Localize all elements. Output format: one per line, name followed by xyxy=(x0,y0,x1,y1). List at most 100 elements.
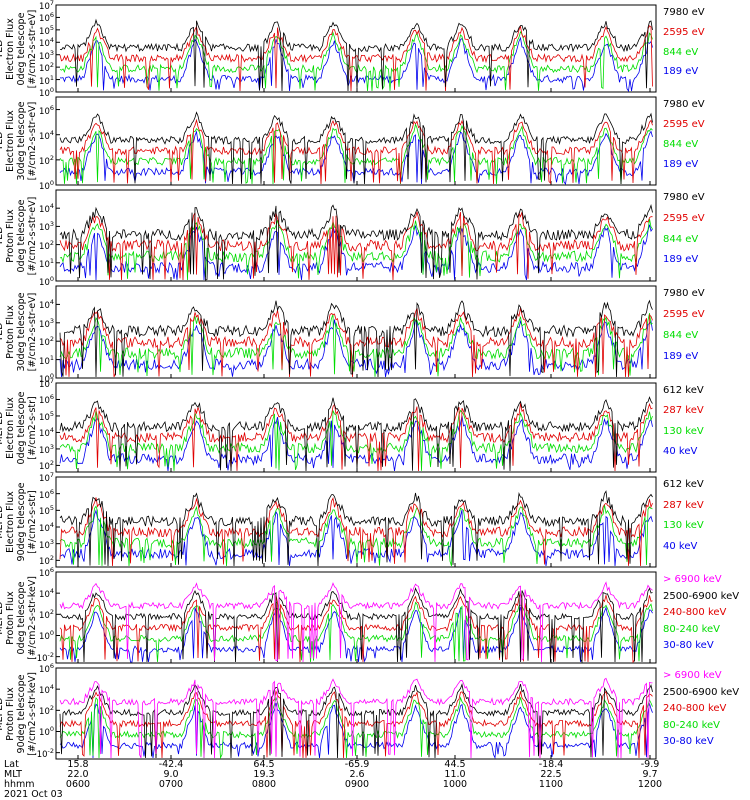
x-tick-label: 0800 xyxy=(251,779,277,790)
legend-entry: 130 keV xyxy=(663,520,704,531)
panel-4 xyxy=(55,285,657,379)
x-tick-label: -65.9 xyxy=(344,759,370,770)
y-tick-label: 100 xyxy=(39,275,54,288)
panel-frame xyxy=(55,285,657,379)
series-189-ev-trace xyxy=(59,130,653,185)
y-tick-label: 103 xyxy=(39,442,54,456)
series-189-ev-trace xyxy=(59,224,653,281)
x-tick-label: 22.5 xyxy=(540,769,562,780)
x-tick-label: 2.6 xyxy=(349,769,365,780)
legend-entry: 844 eV xyxy=(663,46,699,58)
x-tick-label: 1200 xyxy=(637,779,663,790)
y-tick-label: 10-2 xyxy=(36,650,54,664)
x-row-header: MLT xyxy=(4,769,22,780)
x-tick-label: 22.0 xyxy=(67,769,89,780)
y-tick-label: 106 xyxy=(39,103,54,117)
x-tick-label: 9.0 xyxy=(163,769,179,780)
y-tick-label: 10-2 xyxy=(36,746,54,760)
y-tick-label: 103 xyxy=(39,537,54,551)
series-2595-ev-trace xyxy=(59,307,653,378)
series-189-ev-trace xyxy=(59,319,653,378)
y-tick-label: 102 xyxy=(39,238,54,252)
panel-4-ylabel: TED Proton Flux 30deg telescope [#/cm2-s-st… xyxy=(0,292,38,372)
series-240-800-kev-trace xyxy=(59,592,653,664)
legend-entry: 80-240 keV xyxy=(663,623,721,635)
panel-3-ylabel: TED Proton Flux 0deg telescope [#/cm2-s-str… xyxy=(0,196,38,275)
legend-entry: 40 keV xyxy=(663,445,698,457)
y-tick-label: 101 xyxy=(39,353,54,367)
legend-entry: > 6900 keV xyxy=(663,670,722,681)
panel-7-ylabel: MEPED Proton Flux 0deg telescope [#/cm2-s-s… xyxy=(0,575,38,660)
series-844-ev-trace xyxy=(59,123,653,185)
legend-entry: 2500-6900 keV xyxy=(663,590,740,602)
legend-entry: 844 eV xyxy=(663,139,699,150)
series-130-kev-trace xyxy=(59,504,653,567)
panel-frame xyxy=(55,571,657,664)
panel-2-ylabel: TED Electron Flux 30deg telescope [#/cm2-s-… xyxy=(0,101,38,181)
y-tick-label: 106 xyxy=(39,662,54,675)
y-tick-label: 107 xyxy=(39,0,54,12)
y-tick-label: 105 xyxy=(39,504,54,518)
series--6900-kev-trace xyxy=(59,581,653,663)
series-844-ev-trace xyxy=(59,313,653,377)
x-tick-label: -9.9 xyxy=(640,759,660,770)
y-tick-label: 106 xyxy=(39,11,54,25)
legend-entry: 7980 eV xyxy=(663,192,705,203)
panel-8-ylabel: MEPED Proton Flux 90deg telescope [#/cm2-s-… xyxy=(0,671,38,756)
legend-entry: 2595 eV xyxy=(663,212,705,224)
legend-entry: 7980 eV xyxy=(663,99,705,110)
x-tick-label: 44.5 xyxy=(444,759,466,770)
legend-entry: 7980 eV xyxy=(663,288,705,299)
legend-entry: 2595 eV xyxy=(663,26,705,38)
legend-entry: 2595 eV xyxy=(663,309,705,320)
panel-7 xyxy=(55,571,657,664)
x-tick-label: -42.4 xyxy=(158,759,184,770)
series-2595-ev-trace xyxy=(59,211,653,281)
legend-entry: 287 keV xyxy=(663,405,704,417)
y-tick-label: 100 xyxy=(39,86,54,99)
panel-frame xyxy=(55,189,657,282)
legend-entry: 844 eV xyxy=(663,233,699,245)
y-tick-label: 101 xyxy=(39,73,54,87)
y-tick-label: 100 xyxy=(39,629,54,643)
series-2595-ev-trace xyxy=(59,25,653,92)
legend-entry: 7980 eV xyxy=(663,7,705,18)
y-tick-label: 105 xyxy=(39,23,54,37)
series-2500-6900-kev-trace xyxy=(59,587,653,664)
y-tick-label: 104 xyxy=(39,128,54,142)
legend-entry: 2595 eV xyxy=(663,119,705,130)
y-tick-label: 101 xyxy=(39,256,54,270)
y-tick-label: 104 xyxy=(39,521,54,534)
series-7980-ev-trace xyxy=(59,204,653,281)
y-tick-label: 104 xyxy=(39,683,54,696)
x-tick-label: 0600 xyxy=(65,779,91,790)
panel-frame xyxy=(55,382,657,473)
legend-entry: 30-80 keV xyxy=(663,736,714,748)
y-tick-label: 106 xyxy=(39,487,54,501)
panel-6 xyxy=(55,476,657,568)
series-80-240-kev-trace xyxy=(59,696,653,760)
series-240-800-kev-trace xyxy=(59,690,653,759)
y-tick-label: 102 xyxy=(39,704,54,718)
legend-entry: 2500-6900 keV xyxy=(663,686,740,698)
x-tick-label: 15.8 xyxy=(67,759,89,770)
legend-entry: 612 keV xyxy=(663,479,704,490)
series-844-ev-trace xyxy=(59,218,653,281)
series-2500-6900-kev-trace xyxy=(59,683,653,759)
series-2595-ev-trace xyxy=(59,118,653,185)
panel-1 xyxy=(55,4,657,93)
panel-frame xyxy=(55,667,657,760)
x-tick-label: 11.0 xyxy=(444,769,466,780)
x-tick-label: 0900 xyxy=(344,779,370,790)
panel-frame xyxy=(55,96,657,186)
y-tick-label: 103 xyxy=(39,48,54,62)
panel-2 xyxy=(55,96,657,186)
panel-6-ylabel: MEPED Electron Flux 90deg telescope [#/cm2-… xyxy=(0,482,38,562)
y-tick-label: 106 xyxy=(39,566,54,579)
x-tick-label: 1000 xyxy=(442,779,468,790)
series-80-240-kev-trace xyxy=(59,600,653,663)
y-tick-label: 102 xyxy=(39,554,54,568)
legend-entry: 130 keV xyxy=(663,425,704,437)
panel-1-ylabel: TED Electron Flux 0deg telescope [#/cm2-s-s… xyxy=(0,9,38,88)
x-row-header: Lat xyxy=(4,759,19,770)
